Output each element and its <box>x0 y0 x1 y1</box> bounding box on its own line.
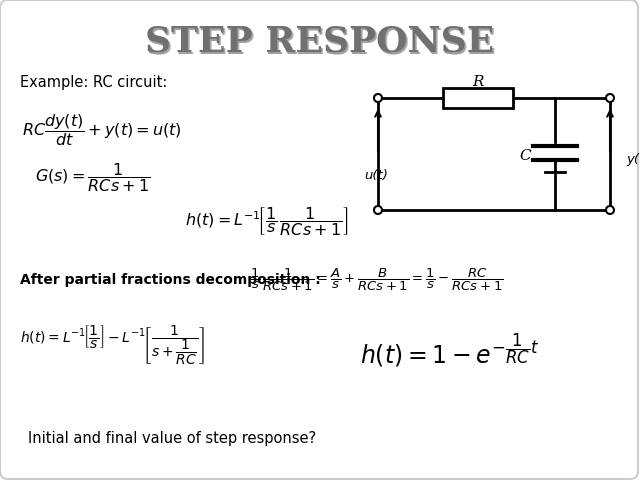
Text: $RC\dfrac{dy(t)}{dt} + y(t) = u(t)$: $RC\dfrac{dy(t)}{dt} + y(t) = u(t)$ <box>22 112 182 148</box>
Text: $h(t) = 1 - e^{-\dfrac{1}{RC}t}$: $h(t) = 1 - e^{-\dfrac{1}{RC}t}$ <box>360 331 540 369</box>
Text: $\dfrac{1}{s}\,\dfrac{1}{RCs+1} = \dfrac{A}{s} + \dfrac{B}{RCs+1} = \dfrac{1}{s}: $\dfrac{1}{s}\,\dfrac{1}{RCs+1} = \dfrac… <box>250 267 504 293</box>
Text: STEP RESPONSE: STEP RESPONSE <box>145 25 495 59</box>
Circle shape <box>374 94 382 102</box>
Text: $G(s) = \dfrac{1}{RCs+1}$: $G(s) = \dfrac{1}{RCs+1}$ <box>35 161 150 194</box>
Bar <box>443 88 513 108</box>
Text: Example: RC circuit:: Example: RC circuit: <box>20 74 168 89</box>
Circle shape <box>606 206 614 214</box>
Text: STEP RESPONSE: STEP RESPONSE <box>147 27 497 61</box>
Text: u(t): u(t) <box>364 169 388 182</box>
Text: Initial and final value of step response?: Initial and final value of step response… <box>28 431 316 445</box>
Text: STEP RESPONSE: STEP RESPONSE <box>147 26 495 60</box>
Text: R: R <box>472 75 484 89</box>
Text: $h(t) = L^{-1}\!\left[\dfrac{1}{s}\,\dfrac{1}{RCs+1}\right]$: $h(t) = L^{-1}\!\left[\dfrac{1}{s}\,\dfr… <box>185 205 348 239</box>
Text: After partial fractions decomposition :: After partial fractions decomposition : <box>20 273 321 287</box>
Text: C: C <box>519 149 531 163</box>
Text: y(t): y(t) <box>626 153 640 166</box>
Circle shape <box>606 94 614 102</box>
Circle shape <box>374 206 382 214</box>
Text: $h(t) = L^{-1}\!\left[\dfrac{1}{s}\right] - L^{-1}\!\left[\dfrac{1}{s+\dfrac{1}{: $h(t) = L^{-1}\!\left[\dfrac{1}{s}\right… <box>20 324 205 367</box>
